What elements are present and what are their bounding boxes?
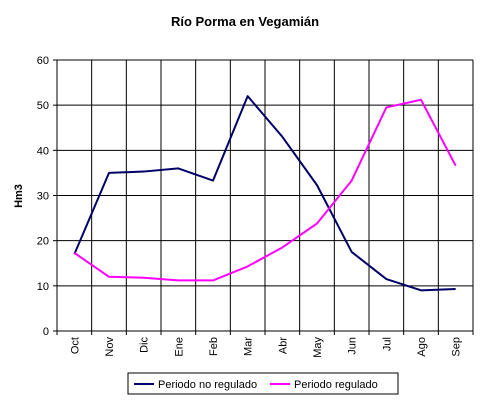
x-tick-label: Nov [104,337,116,357]
x-tick-label: May [312,337,324,358]
legend: Periodo no regulado Periodo regulado [127,372,399,395]
y-tick-label: 20 [37,236,49,248]
y-tick-label: 30 [37,191,49,203]
x-tick-label: Oct [69,337,81,354]
x-tick-label: Ago [416,337,428,357]
y-tick-label: 0 [43,326,49,338]
series-line-0 [73,95,456,292]
x-tick-labels: Oct Nov Dic Ene Feb Mar Abr May Jun Jul Ago Sep [69,337,462,358]
chart-title: Río Porma en Vegamián [171,14,319,29]
x-tick-label: Jun [347,337,359,355]
y-tick-label: 50 [37,100,49,112]
axes [53,59,474,335]
y-tick-labels: 0 10 20 30 40 50 60 [37,55,49,338]
y-axis-label: Hm3 [13,184,25,208]
x-tick-label: Ene [173,337,185,357]
legend-label: Periodo regulado [294,379,378,391]
legend-label: Periodo no regulado [158,379,257,391]
x-tick-label: Sep [451,337,463,357]
y-tick-label: 60 [37,55,49,67]
x-tick-label: Mar [243,337,255,356]
y-tick-label: 40 [37,145,49,157]
x-tick-label: Feb [208,337,220,356]
x-tick-label: Jul [381,337,393,351]
series-lines [73,95,457,292]
x-tick-label: Abr [277,337,289,354]
x-tick-label: Dic [139,337,151,353]
series-line-1 [73,98,457,282]
y-tick-label: 10 [37,281,49,293]
legend-box [127,372,399,395]
grid-lines [57,59,474,331]
